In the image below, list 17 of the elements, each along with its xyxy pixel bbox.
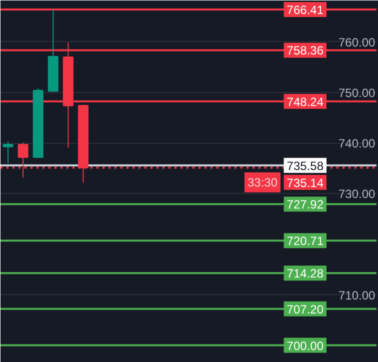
y-tick-label: 760.00 xyxy=(338,35,376,50)
candlestick xyxy=(2,141,14,164)
ref-line-label: 735.58 xyxy=(286,158,324,173)
ref-line-label: 700.00 xyxy=(286,338,324,353)
ref-line-label: 720.71 xyxy=(286,234,324,248)
annotation: 33:30 xyxy=(247,175,278,190)
y-tick-label: 730.00 xyxy=(338,187,376,202)
ref-line-label: 714.28 xyxy=(286,266,324,281)
ref-line-label: 766.41 xyxy=(286,3,324,18)
ref-line-label: 727.92 xyxy=(286,198,324,212)
y-tick-label: 750.00 xyxy=(338,86,376,100)
y-tick-label: 740.00 xyxy=(338,136,376,151)
ref-line-label: 735.14 xyxy=(286,176,324,190)
ref-line-label: 707.20 xyxy=(286,302,324,316)
y-tick-label: 710.00 xyxy=(338,288,376,302)
ref-line-label: 758.36 xyxy=(286,44,324,58)
ref-line-label: 748.24 xyxy=(286,94,324,109)
